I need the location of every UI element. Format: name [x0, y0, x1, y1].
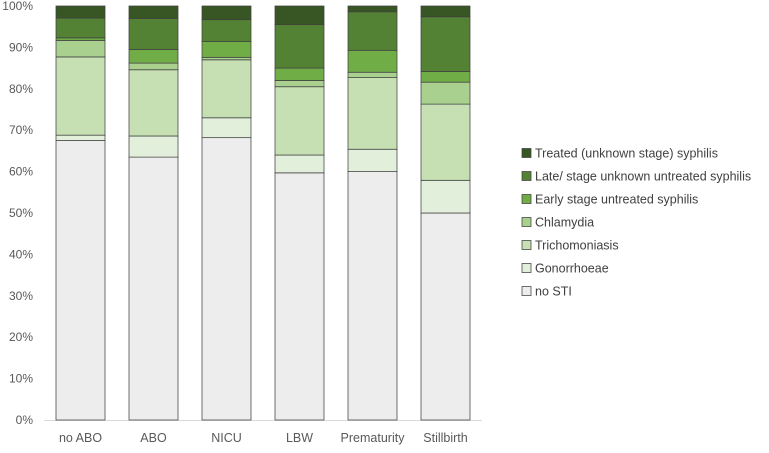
legend-label: Chlamydia	[535, 216, 594, 230]
bar-segment	[201, 117, 252, 139]
x-tick-label: no ABO	[59, 431, 102, 445]
legend-label: no STI	[535, 285, 572, 299]
y-tick-label: 70%	[9, 123, 33, 137]
bar-segment	[201, 137, 252, 421]
bar-segment	[201, 41, 252, 58]
bar-segment	[55, 39, 106, 58]
legend-swatch	[521, 240, 532, 250]
y-tick-label: 20%	[9, 330, 33, 344]
y-tick-label: 80%	[9, 82, 33, 96]
bar-segment	[274, 80, 325, 88]
legend-item: no STI	[521, 285, 572, 299]
legend-item: Early stage untreated syphilis	[521, 193, 698, 207]
legend-swatch	[521, 171, 532, 181]
bar-segment	[347, 171, 398, 421]
bar-segment	[55, 5, 106, 19]
bar-segment	[128, 156, 179, 421]
bar-segment	[347, 71, 398, 78]
bar-segment	[274, 172, 325, 421]
bar-segment	[347, 77, 398, 150]
y-tick-label: 100%	[2, 0, 33, 13]
x-tick-label: Prematurity	[341, 431, 406, 445]
y-tick-label: 50%	[9, 206, 33, 220]
legend-label: Early stage untreated syphilis	[535, 193, 698, 207]
y-tick-label: 10%	[9, 372, 33, 386]
legend-label: Late/ stage unknown untreated syphilis	[535, 170, 751, 184]
y-tick-label: 40%	[9, 247, 33, 261]
legend-swatch	[521, 148, 532, 158]
bar-segment	[274, 24, 325, 69]
bar-segment	[128, 135, 179, 158]
bar-segment	[274, 154, 325, 174]
bar-segment	[420, 103, 471, 181]
legend-label: Gonorrhoeae	[535, 262, 609, 276]
legend-swatch	[521, 194, 532, 204]
bar-segment	[55, 56, 106, 136]
legend-item: Treated (unknown stage) syphilis	[521, 147, 718, 161]
legend-label: Treated (unknown stage) syphilis	[535, 147, 718, 161]
legend-swatch	[521, 286, 532, 296]
x-tick-label: LBW	[286, 431, 313, 445]
bar-segment	[128, 5, 179, 19]
bar-segment	[274, 5, 325, 26]
y-tick-label: 60%	[9, 165, 33, 179]
x-tick-label: Stillbirth	[423, 431, 468, 445]
bar-segment	[347, 49, 398, 73]
bar-segment	[55, 140, 106, 421]
bar-segment	[201, 59, 252, 119]
x-axis: no ABO ABO NICU LBW Prematurity Stillbirth	[44, 420, 482, 445]
x-tick-label: NICU	[211, 431, 242, 445]
bar-segment	[128, 18, 179, 50]
bar-segment	[274, 67, 325, 81]
bar-stack	[274, 5, 325, 421]
bar-segment	[347, 11, 398, 51]
bar-stack	[420, 5, 471, 421]
bars-group	[55, 5, 471, 421]
bar-stack	[347, 5, 398, 421]
y-tick-label: 0%	[16, 413, 34, 427]
x-tick-label: ABO	[140, 431, 167, 445]
y-tick-label: 90%	[9, 40, 33, 54]
bar-segment	[420, 5, 471, 18]
legend-item: Gonorrhoeae	[521, 262, 609, 276]
bar-segment	[420, 81, 471, 105]
legend-swatch	[521, 217, 532, 227]
legend-swatch	[521, 263, 532, 273]
bar-segment	[420, 179, 471, 214]
bar-segment	[201, 5, 252, 21]
y-axis: 0% 10% 20% 30% 40% 50% 60% 70% 80% 90% 100%	[2, 0, 33, 427]
legend: Treated (unknown stage) syphilis Late/ st…	[521, 147, 751, 299]
legend-item: Chlamydia	[521, 216, 594, 230]
legend-label: Trichomoniasis	[535, 239, 619, 253]
bar-segment	[55, 17, 106, 39]
bar-segment	[128, 62, 179, 71]
bar-segment	[55, 134, 106, 141]
bar-segment	[347, 5, 398, 13]
bar-stack	[55, 5, 106, 421]
bar-segment	[128, 49, 179, 64]
bar-segment	[128, 69, 179, 137]
bar-segment	[420, 71, 471, 83]
y-tick-label: 30%	[9, 289, 33, 303]
bar-segment	[347, 148, 398, 172]
bar-stack	[128, 5, 179, 421]
bar-segment	[201, 19, 252, 42]
bar-segment	[274, 86, 325, 156]
bar-segment	[420, 212, 471, 421]
bar-stack	[201, 5, 252, 421]
legend-item: Trichomoniasis	[521, 239, 619, 253]
bar-segment	[420, 16, 471, 72]
legend-item: Late/ stage unknown untreated syphilis	[521, 170, 751, 184]
